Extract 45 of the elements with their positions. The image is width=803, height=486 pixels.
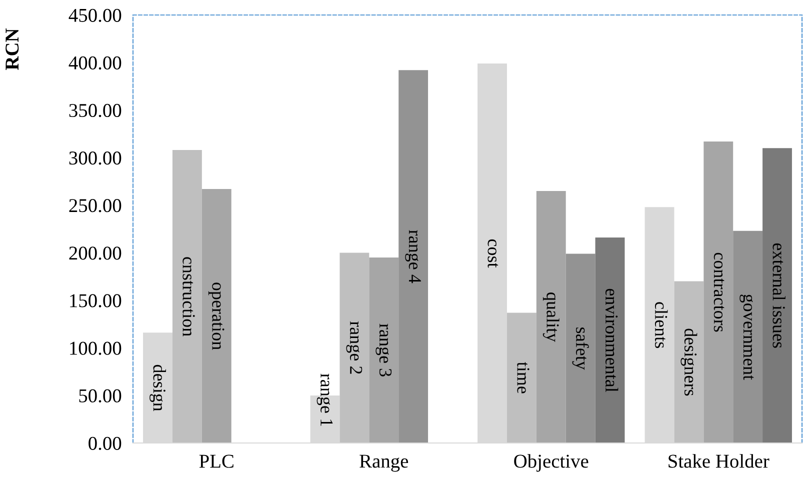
bar — [704, 142, 734, 443]
bar — [762, 148, 792, 443]
x-tick-label: Objective — [514, 454, 588, 472]
y-tick-label: 200.00 — [69, 246, 122, 260]
y-tick-label: 250.00 — [69, 199, 122, 212]
bar — [202, 189, 232, 443]
y-tick-label: 300.00 — [69, 151, 122, 165]
data-label: operation — [208, 282, 224, 350]
bar — [172, 150, 202, 443]
bar — [398, 70, 428, 443]
data-label: government — [740, 294, 754, 380]
data-label: design — [150, 364, 166, 412]
data-label: range 4 — [405, 230, 421, 284]
data-label: contractors — [714, 252, 724, 332]
y-axis-title: RCN — [6, 28, 19, 70]
bar — [369, 258, 399, 443]
data-label: environmental — [605, 288, 618, 392]
y-tick-label: 400.00 — [68, 56, 122, 70]
bar — [733, 230, 763, 443]
y-tick-label: 150.00 — [70, 294, 122, 308]
data-label: designers — [680, 328, 698, 396]
y-tick-label: 0.00 — [88, 436, 122, 450]
data-label: quality — [542, 292, 560, 342]
data-label: range 1 — [316, 374, 333, 426]
data-label: external issues — [772, 243, 786, 348]
data-label: safety — [572, 328, 589, 370]
data-label: time — [517, 362, 530, 394]
data-label: range 3 — [376, 324, 392, 376]
y-tick-label: 350.00 — [69, 104, 122, 118]
bar — [595, 238, 625, 443]
bar — [674, 281, 704, 443]
data-label: cost — [488, 239, 498, 268]
x-tick-label: PLC — [199, 454, 234, 468]
x-tick-label: Stake Holder — [668, 454, 770, 468]
y-tick-label: 50.00 — [79, 389, 122, 402]
x-tick-label: Range — [360, 454, 408, 472]
bar — [536, 190, 566, 443]
data-label: cnstruction — [182, 257, 195, 336]
y-tick-label: 100.00 — [70, 342, 122, 355]
bar — [506, 312, 536, 443]
data-label: range 2 — [346, 321, 362, 374]
y-tick-label: 450.00 — [68, 8, 122, 22]
bar — [566, 254, 596, 443]
data-label: clients — [654, 302, 668, 348]
bar — [340, 252, 370, 443]
